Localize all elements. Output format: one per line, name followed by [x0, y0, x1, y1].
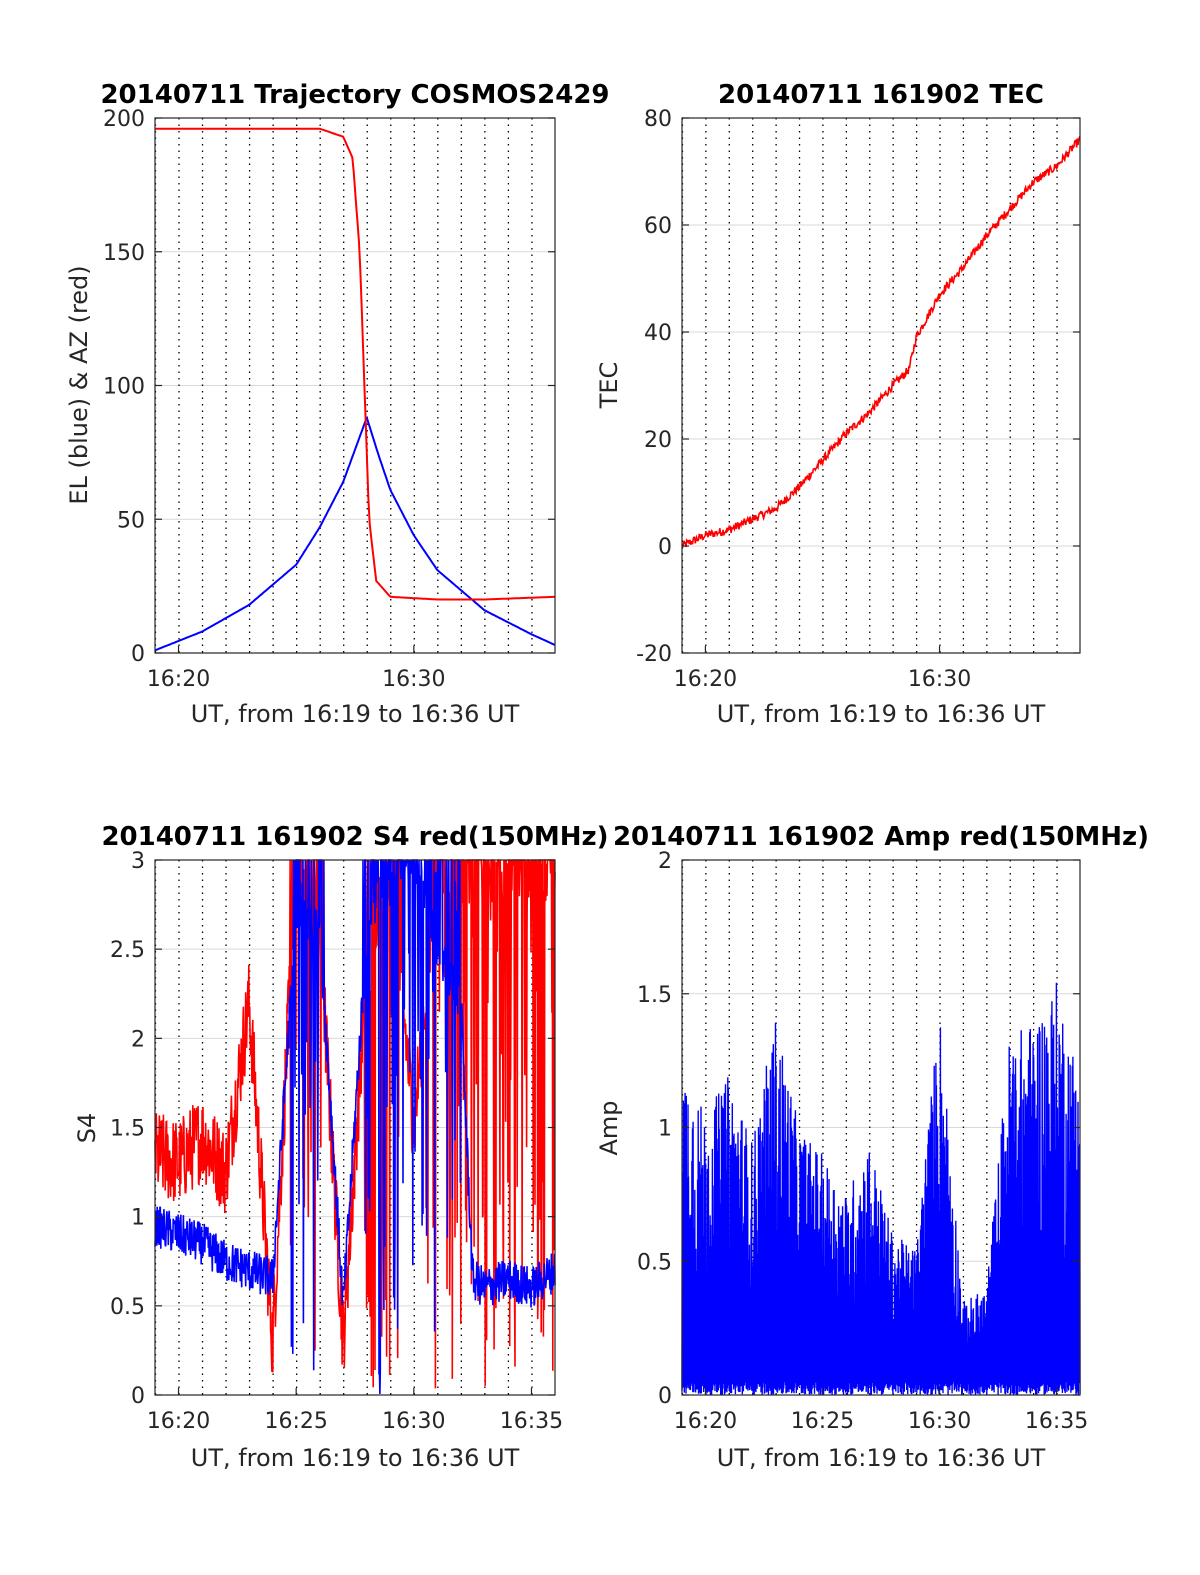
x-tick-label: 16:20	[674, 667, 737, 692]
series-blue-line	[154, 859, 556, 1395]
x-tick-label: 16:20	[147, 667, 210, 692]
series-red-line	[155, 127, 556, 601]
y-tick-label: 80	[644, 107, 672, 132]
x-tick-label: 16:25	[264, 1409, 327, 1434]
panel-trajectory-xlabel: UT, from 16:19 to 16:36 UT	[191, 700, 520, 728]
panel-tec-frame	[681, 117, 1081, 654]
x-tick-label: 16:35	[1025, 1409, 1088, 1434]
y-tick-label: 60	[644, 214, 672, 239]
series-blue-line	[154, 415, 556, 652]
panel-tec: -20 0 20 40 60 80 16:20 16:30 20140711 161902 T…	[595, 80, 1081, 728]
panel-amp-xlabel: UT, from 16:19 to 16:36 UT	[717, 1444, 1046, 1472]
panel-s4-ylabel: S4	[73, 1113, 101, 1144]
panel-s4-series	[154, 859, 556, 1395]
y-tick-label: 2.5	[110, 938, 145, 963]
panel-amp-title: 20140711 161902 Amp red(150MHz)	[613, 822, 1149, 852]
x-tick-label: 16:30	[382, 667, 445, 692]
y-tick-label: 0.5	[637, 1250, 672, 1275]
x-tick-label: 16:30	[908, 1409, 971, 1434]
y-tick-label: 1.5	[637, 983, 672, 1008]
panel-s4-title: 20140711 161902 S4 red(150MHz)	[101, 822, 608, 852]
y-tick-label: 0	[131, 1384, 145, 1409]
panel-tec-xlabel: UT, from 16:19 to 16:36 UT	[717, 700, 1046, 728]
x-tick-label: 16:30	[382, 1409, 445, 1434]
y-tick-label: 0	[131, 642, 145, 667]
y-tick-label: 1	[658, 1117, 672, 1142]
y-tick-label: 100	[103, 375, 145, 400]
panel-amp-ylabel: Amp	[595, 1100, 623, 1155]
panel-tec-ticks: -20 0 20 40 60 80 16:20 16:30	[636, 107, 1080, 692]
y-tick-label: 40	[644, 321, 672, 346]
x-tick-label: 16:35	[500, 1409, 563, 1434]
y-tick-label: 200	[103, 107, 145, 132]
panel-tec-title: 20140711 161902 TEC	[718, 80, 1044, 110]
y-tick-label: 0.5	[110, 1295, 145, 1320]
x-tick-label: 16:30	[908, 667, 971, 692]
y-tick-label: 2	[658, 849, 672, 874]
series-red-line	[681, 135, 1081, 548]
panel-trajectory-ylabel: EL (blue) & AZ (red)	[65, 265, 93, 504]
y-tick-label: 3	[131, 849, 145, 874]
panel-trajectory-title: 20140711 Trajectory COSMOS2429	[100, 80, 609, 110]
y-tick-label: 0	[658, 1384, 672, 1409]
y-tick-label: 50	[117, 508, 145, 533]
y-tick-label: 2	[131, 1027, 145, 1052]
panel-s4-xlabel: UT, from 16:19 to 16:36 UT	[191, 1444, 520, 1472]
y-tick-label: 1	[131, 1206, 145, 1231]
panel-s4: 0 0.5 1 1.5 2 2.5 3 16:20 16:25 16:30 16:35 201407…	[73, 822, 609, 1472]
y-tick-label: 0	[658, 535, 672, 560]
x-tick-label: 16:20	[674, 1409, 737, 1434]
panel-trajectory-series	[154, 127, 556, 652]
panel-tec-series	[681, 135, 1081, 548]
panel-amp-series	[681, 982, 1081, 1396]
y-tick-label: 150	[103, 241, 145, 266]
x-tick-label: 16:25	[791, 1409, 854, 1434]
panel-trajectory-ticks: 0 50 100 150 200 16:20 16:30	[103, 107, 555, 692]
panel-s4-ticks: 0 0.5 1 1.5 2 2.5 3 16:20 16:25 16:30 16:35	[110, 849, 563, 1434]
y-tick-label: 20	[644, 428, 672, 453]
panel-tec-ylabel: TEC	[595, 362, 623, 410]
x-tick-label: 16:20	[147, 1409, 210, 1434]
series-blue-line	[681, 982, 1081, 1396]
panel-trajectory: 0 50 100 150 200 16:20 16:30 20140711 Trajecto…	[65, 80, 610, 728]
panel-amp-ticks: 0 0.5 1 1.5 2 16:20 16:25 16:30 16:35	[637, 849, 1088, 1434]
panel-amp: 0 0.5 1 1.5 2 16:20 16:25 16:30 16:35 20140711 1…	[595, 822, 1149, 1472]
y-tick-label: 1.5	[110, 1117, 145, 1142]
y-tick-label: -20	[636, 642, 672, 667]
